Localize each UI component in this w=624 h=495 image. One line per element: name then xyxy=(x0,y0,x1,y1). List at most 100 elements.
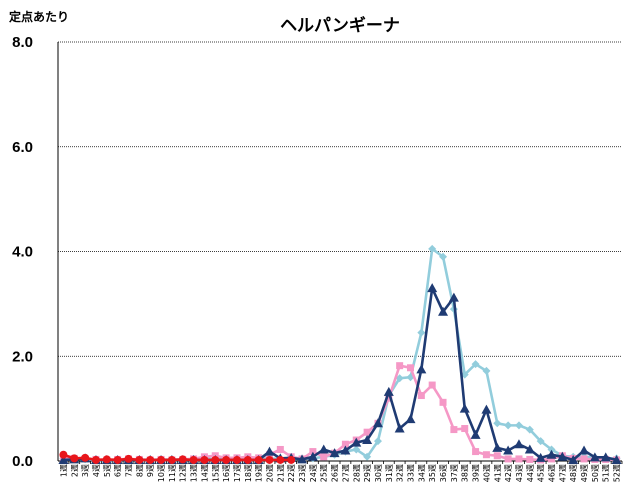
data-point xyxy=(383,386,394,396)
x-tick-label: 35週 xyxy=(428,464,437,482)
x-tick-label: 8週 xyxy=(135,464,144,477)
series-square xyxy=(59,362,621,464)
data-point xyxy=(611,454,622,464)
data-point xyxy=(470,429,481,439)
data-point xyxy=(472,448,480,456)
data-point xyxy=(372,418,383,428)
data-point xyxy=(405,414,416,424)
data-point xyxy=(515,455,523,463)
data-point xyxy=(439,252,448,261)
data-point xyxy=(417,328,426,337)
data-point xyxy=(536,437,545,446)
x-tick-label: 44週 xyxy=(526,464,535,482)
series-diamond xyxy=(59,244,621,464)
x-tick-label: 38週 xyxy=(461,464,470,482)
data-point xyxy=(482,451,490,459)
data-point xyxy=(81,453,90,462)
x-tick-label: 28週 xyxy=(352,464,361,482)
data-point xyxy=(102,455,111,464)
data-point xyxy=(535,452,546,462)
x-tick-label: 6週 xyxy=(114,464,123,477)
data-point xyxy=(341,440,349,448)
data-point xyxy=(307,451,318,461)
data-point xyxy=(146,455,155,464)
y-tick-label: 4.0 xyxy=(12,244,33,261)
data-point xyxy=(309,448,317,456)
data-point xyxy=(58,454,69,464)
data-point xyxy=(427,283,438,293)
data-point xyxy=(91,455,100,464)
x-tick-label: 15週 xyxy=(211,464,220,482)
data-point xyxy=(514,421,523,430)
series-line xyxy=(63,364,617,462)
x-tick-label: 30週 xyxy=(374,464,383,482)
x-tick-label: 22週 xyxy=(287,464,296,482)
data-point xyxy=(362,435,373,445)
series-circle xyxy=(59,450,296,464)
data-point xyxy=(524,444,535,454)
data-point xyxy=(546,449,557,459)
x-tick-label: 21週 xyxy=(276,464,285,482)
y-tick-label: 2.0 xyxy=(12,348,33,365)
data-point xyxy=(70,454,79,463)
data-point xyxy=(276,445,284,453)
data-point xyxy=(254,455,263,464)
x-tick-label: 4週 xyxy=(92,464,101,477)
x-tick-label: 37週 xyxy=(450,464,459,482)
data-point xyxy=(232,455,241,464)
x-tick-label: 17週 xyxy=(233,464,242,482)
x-tick-label: 36週 xyxy=(439,464,448,482)
data-point xyxy=(124,454,133,463)
x-tick-label: 25週 xyxy=(320,464,329,482)
x-tick-label: 1週 xyxy=(59,464,68,477)
data-point xyxy=(373,437,382,446)
x-tick-label: 51週 xyxy=(602,464,611,482)
x-tick-label: 43週 xyxy=(515,464,524,482)
y-tick-labels: 0.0 2.0 4.0 6.0 8.0 xyxy=(12,34,33,470)
x-tick-label: 27週 xyxy=(341,464,350,482)
y-tick-label: 6.0 xyxy=(12,139,33,156)
x-tick-label: 34週 xyxy=(417,464,426,482)
data-point xyxy=(222,455,231,464)
axes xyxy=(57,42,623,464)
chart-title: ヘルパンギーナ xyxy=(280,16,400,36)
data-point xyxy=(363,452,372,461)
data-point xyxy=(407,364,414,372)
data-point xyxy=(448,292,459,302)
data-point xyxy=(59,450,68,459)
data-point xyxy=(579,445,590,455)
y-tick-label: 8.0 xyxy=(12,34,33,51)
y-axis-label: 定点あたり xyxy=(9,9,69,24)
series-line xyxy=(63,453,292,462)
data-point xyxy=(135,455,144,464)
x-tick-label: 48週 xyxy=(569,464,578,482)
x-tick-label: 45週 xyxy=(537,464,546,482)
data-point xyxy=(492,442,503,452)
data-point xyxy=(320,453,328,461)
data-point xyxy=(211,455,220,464)
x-tick-label: 31週 xyxy=(385,464,394,482)
data-point xyxy=(589,452,600,462)
data-point xyxy=(276,455,285,464)
data-point xyxy=(459,403,470,413)
x-tick-label: 40週 xyxy=(482,464,491,482)
data-point xyxy=(568,454,579,464)
data-point xyxy=(297,454,308,464)
data-point xyxy=(493,452,501,460)
data-point xyxy=(557,451,568,461)
data-point xyxy=(526,455,534,463)
data-point xyxy=(417,392,425,400)
data-point xyxy=(352,445,361,454)
x-tick-label: 41週 xyxy=(493,464,502,482)
data-point xyxy=(243,455,252,464)
gridlines xyxy=(58,41,622,357)
y-tick-label: 0.0 xyxy=(12,453,33,470)
data-point xyxy=(416,364,427,374)
x-tick-label: 12週 xyxy=(179,464,188,482)
data-point xyxy=(439,398,447,406)
x-tick-label: 52週 xyxy=(613,464,622,482)
data-point xyxy=(167,455,176,464)
x-tick-label: 26週 xyxy=(331,464,340,482)
series-group xyxy=(58,244,622,464)
